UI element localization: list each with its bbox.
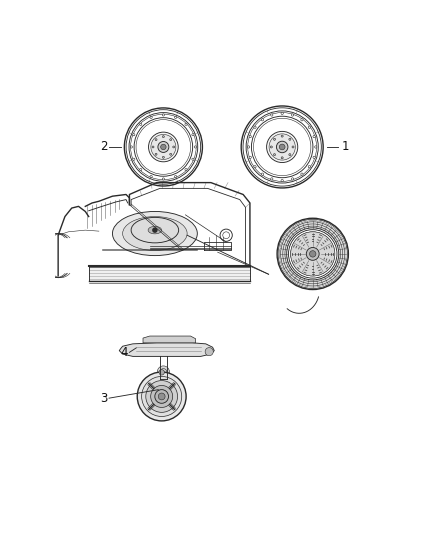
- Circle shape: [308, 166, 311, 168]
- Circle shape: [173, 146, 175, 148]
- Circle shape: [155, 390, 169, 403]
- Circle shape: [291, 114, 294, 116]
- Circle shape: [170, 154, 172, 155]
- Circle shape: [137, 372, 186, 421]
- Circle shape: [254, 166, 256, 168]
- Circle shape: [141, 376, 182, 416]
- Circle shape: [146, 381, 177, 413]
- Circle shape: [308, 126, 311, 128]
- Circle shape: [155, 139, 157, 141]
- Circle shape: [162, 135, 164, 138]
- Circle shape: [130, 146, 132, 148]
- Circle shape: [159, 369, 164, 375]
- Circle shape: [273, 154, 276, 156]
- Polygon shape: [143, 336, 196, 343]
- Circle shape: [162, 114, 164, 116]
- Circle shape: [301, 119, 303, 121]
- Circle shape: [313, 135, 315, 138]
- Circle shape: [140, 123, 142, 125]
- Circle shape: [174, 175, 177, 177]
- Circle shape: [158, 393, 165, 400]
- Text: 2: 2: [100, 141, 107, 154]
- Ellipse shape: [148, 227, 162, 234]
- Circle shape: [271, 114, 273, 116]
- Circle shape: [153, 228, 157, 232]
- Circle shape: [267, 132, 298, 163]
- Circle shape: [151, 134, 176, 159]
- Circle shape: [148, 132, 178, 162]
- Circle shape: [249, 135, 251, 138]
- Circle shape: [281, 180, 283, 182]
- Circle shape: [291, 232, 335, 276]
- Circle shape: [287, 228, 339, 280]
- Circle shape: [281, 157, 283, 159]
- Circle shape: [155, 154, 157, 155]
- Circle shape: [162, 156, 164, 158]
- Ellipse shape: [113, 212, 197, 256]
- Circle shape: [261, 119, 264, 121]
- Circle shape: [254, 126, 256, 128]
- Ellipse shape: [123, 216, 187, 251]
- Circle shape: [140, 168, 142, 171]
- Circle shape: [281, 135, 283, 137]
- Circle shape: [292, 146, 294, 148]
- Circle shape: [205, 348, 213, 356]
- Circle shape: [279, 221, 346, 287]
- Circle shape: [306, 247, 319, 260]
- Circle shape: [270, 146, 272, 148]
- Circle shape: [185, 168, 187, 171]
- Circle shape: [192, 158, 194, 160]
- Text: 3: 3: [100, 392, 107, 405]
- Circle shape: [192, 134, 194, 136]
- Circle shape: [289, 138, 291, 140]
- Circle shape: [279, 144, 285, 150]
- Text: 1: 1: [342, 141, 349, 154]
- Circle shape: [158, 141, 169, 152]
- Polygon shape: [88, 266, 250, 281]
- Circle shape: [310, 251, 316, 257]
- Circle shape: [133, 158, 135, 160]
- Circle shape: [162, 178, 164, 180]
- Text: 4: 4: [120, 346, 128, 359]
- Circle shape: [271, 178, 273, 180]
- Circle shape: [161, 144, 166, 150]
- Circle shape: [289, 154, 291, 156]
- Circle shape: [249, 156, 251, 158]
- Circle shape: [152, 146, 154, 148]
- Circle shape: [151, 385, 173, 407]
- Circle shape: [314, 146, 317, 148]
- Circle shape: [313, 156, 315, 158]
- Circle shape: [291, 178, 294, 180]
- Circle shape: [174, 116, 177, 118]
- Circle shape: [150, 175, 152, 177]
- Circle shape: [185, 123, 187, 125]
- Circle shape: [301, 173, 303, 175]
- Circle shape: [281, 112, 283, 115]
- Circle shape: [150, 116, 152, 118]
- Circle shape: [247, 146, 250, 148]
- Circle shape: [170, 139, 172, 141]
- Circle shape: [157, 366, 170, 378]
- Polygon shape: [119, 343, 214, 357]
- Circle shape: [133, 134, 135, 136]
- Circle shape: [273, 138, 276, 140]
- Circle shape: [276, 141, 288, 152]
- Circle shape: [269, 134, 295, 160]
- Circle shape: [194, 146, 197, 148]
- Circle shape: [261, 173, 264, 175]
